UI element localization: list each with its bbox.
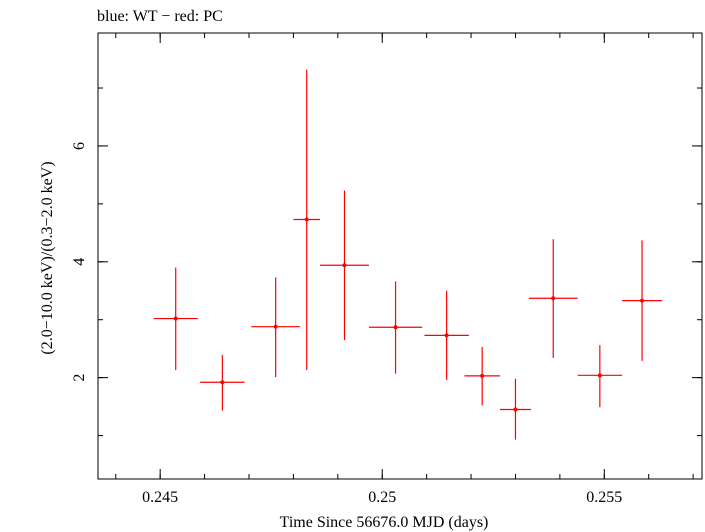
point-marker (304, 217, 309, 222)
y-axis-label: (2.0−10.0 keV)/(0.3−2.0 keV) (39, 161, 56, 354)
data-points (153, 69, 663, 440)
point-marker (342, 263, 347, 268)
plot-frame (97, 32, 703, 480)
x-tick-label: 0.25 (368, 489, 396, 506)
point-marker (173, 316, 178, 321)
x-axis-label: Time Since 56676.0 MJD (days) (280, 514, 489, 531)
data-point (622, 240, 663, 361)
point-marker (597, 373, 602, 378)
data-point (293, 69, 321, 371)
y-tick-label: 4 (71, 258, 88, 266)
point-marker (513, 407, 518, 412)
data-point (577, 345, 623, 408)
point-marker (444, 333, 449, 338)
point-marker (551, 296, 556, 301)
tick-labels: 0.245 0.25 0.255 2 4 6 (71, 142, 622, 506)
chart-title: blue: WT − red: PC (97, 8, 223, 25)
x-tick-label: 0.245 (142, 489, 178, 506)
x-tick-label: 0.255 (586, 489, 622, 506)
data-point (424, 290, 469, 380)
axis-ticks (98, 33, 702, 479)
data-point (464, 346, 500, 406)
data-point (200, 355, 245, 411)
point-marker (640, 298, 645, 303)
data-point (499, 378, 532, 440)
data-point (153, 267, 198, 371)
point-marker (220, 380, 225, 385)
point-marker (393, 325, 398, 330)
data-point (368, 281, 423, 374)
data-point (528, 239, 578, 358)
data-point (320, 190, 369, 340)
y-tick-label: 6 (71, 142, 88, 150)
y-tick-label: 2 (71, 374, 88, 382)
point-marker (273, 324, 278, 329)
point-marker (480, 373, 485, 378)
data-point (251, 277, 301, 378)
